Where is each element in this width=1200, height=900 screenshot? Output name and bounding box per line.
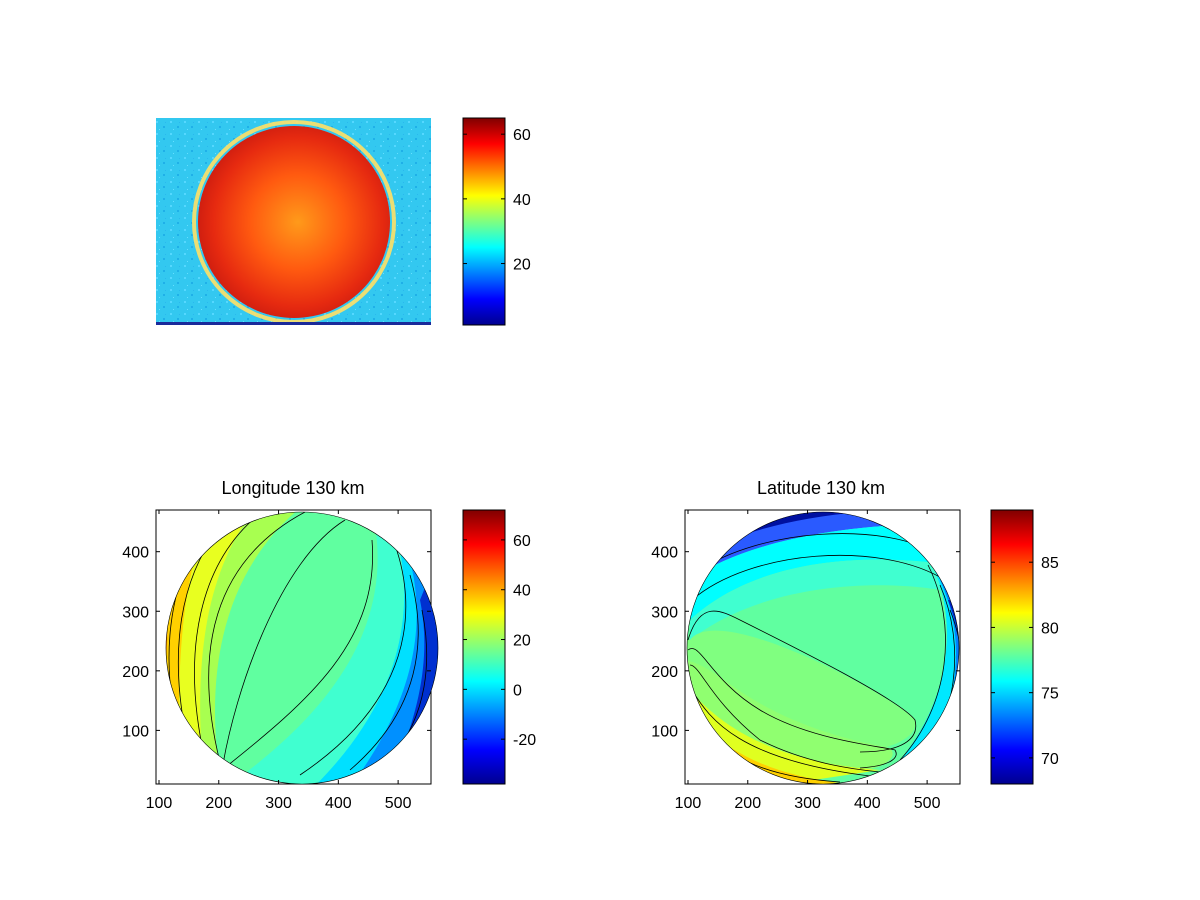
latitude-ticks: 100 200 300 400 500 100 200 300 400 — [651, 510, 960, 812]
image-colorbar-tick-label: 60 — [513, 127, 531, 144]
longitude-x-tick-label: 400 — [325, 795, 352, 812]
latitude-y-tick-label: 100 — [651, 723, 678, 740]
longitude-x-tick-label: 500 — [385, 795, 412, 812]
colorbar-image: 20 40 60 — [462, 117, 531, 326]
latitude-y-tick-label: 300 — [651, 604, 678, 621]
longitude-colorbar-tick-label: 20 — [513, 633, 531, 650]
image-plot — [156, 118, 431, 325]
image-colorbar-tick-label: 20 — [513, 257, 531, 274]
longitude-colorbar-tick-label: 0 — [513, 682, 522, 699]
latitude-x-tick-label: 500 — [914, 795, 941, 812]
latitude-colorbar-scale — [990, 509, 1034, 785]
image-panel — [156, 118, 431, 325]
longitude-y-tick-label: 100 — [122, 723, 149, 740]
longitude-ticks: 100 200 300 400 500 100 200 300 400 — [122, 510, 431, 812]
solar-disk — [198, 126, 390, 318]
latitude-colorbar-tick-label: 80 — [1041, 620, 1059, 637]
longitude-panel: 100 200 300 400 500 100 200 300 400 Longitude 13… — [122, 478, 439, 812]
longitude-x-tick-label: 100 — [146, 795, 173, 812]
longitude-y-tick-label: 300 — [122, 604, 149, 621]
latitude-y-tick-label: 400 — [651, 545, 678, 562]
longitude-y-tick-label: 400 — [122, 545, 149, 562]
latitude-title: Latitude 130 km — [757, 478, 885, 498]
longitude-colorbar-tick-label: -20 — [513, 732, 536, 749]
latitude-x-tick-label: 300 — [794, 795, 821, 812]
colorbar-latitude: 70 75 80 85 — [990, 509, 1059, 785]
image-colorbar-scale — [462, 117, 506, 326]
longitude-title: Longitude 130 km — [221, 478, 364, 498]
longitude-x-tick-label: 200 — [205, 795, 232, 812]
latitude-x-tick-label: 400 — [854, 795, 881, 812]
image-bottom-edge — [156, 322, 431, 325]
longitude-colorbar-scale — [462, 509, 506, 785]
latitude-colorbar-tick-label: 70 — [1041, 751, 1059, 768]
latitude-x-tick-label: 200 — [734, 795, 761, 812]
longitude-colorbar-tick-label: 40 — [513, 583, 531, 600]
latitude-panel: 100 200 300 400 500 100 200 300 400 Latitude 130… — [651, 478, 961, 812]
latitude-y-tick-label: 200 — [651, 664, 678, 681]
colorbar-longitude: -20 0 20 40 60 — [462, 509, 536, 785]
latitude-colorbar-tick-label: 75 — [1041, 686, 1059, 703]
longitude-x-tick-label: 300 — [265, 795, 292, 812]
image-colorbar-tick-label: 40 — [513, 192, 531, 209]
latitude-x-tick-label: 100 — [675, 795, 702, 812]
longitude-y-tick-label: 200 — [122, 664, 149, 681]
longitude-colorbar-tick-label: 60 — [513, 533, 531, 550]
latitude-colorbar-tick-label: 85 — [1041, 555, 1059, 572]
